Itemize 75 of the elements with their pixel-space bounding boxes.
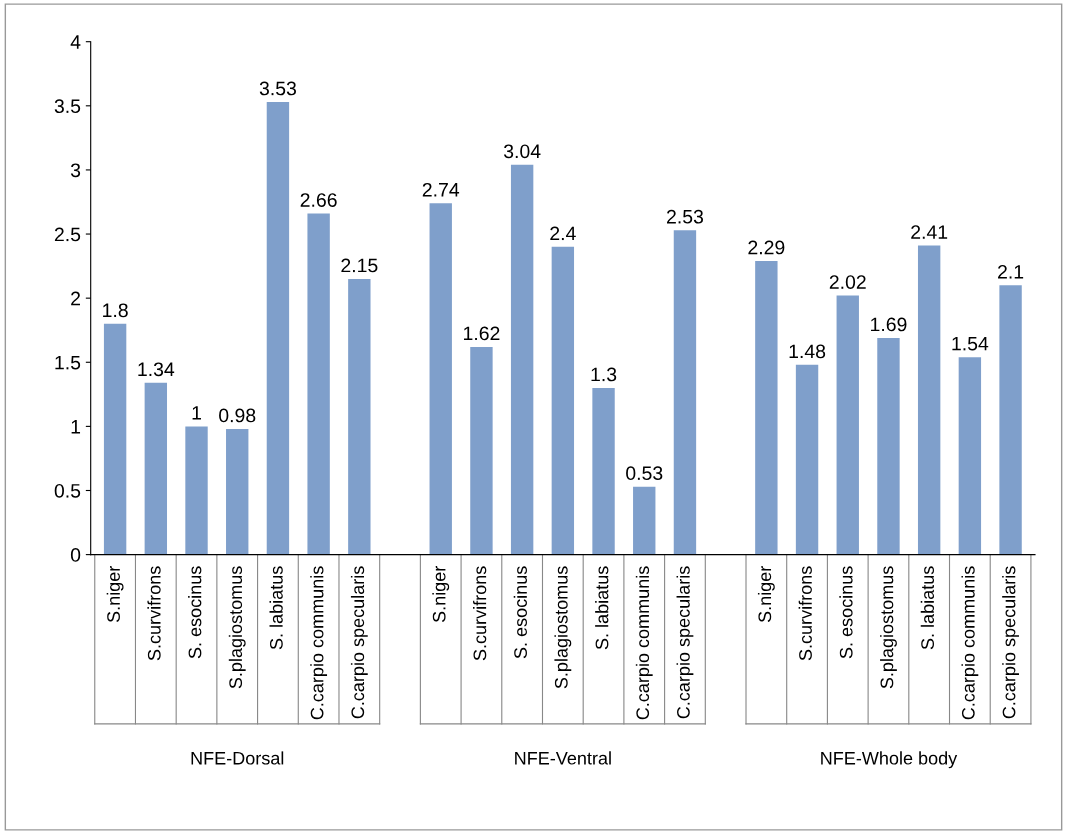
x-tick-label: S.plagiostomus (554, 566, 572, 689)
bar (958, 357, 982, 555)
y-tick-label: 1.5 (55, 355, 81, 370)
x-tick-label: S. esocinus (188, 566, 202, 659)
y-tick-label: 1 (71, 420, 81, 434)
x-tick-label: C.carpio specularis (1002, 566, 1019, 719)
text: NFE-Ventral (515, 751, 611, 765)
x-tick-label: S. esocinus (513, 566, 527, 659)
x-tick-label: S. labiatus (595, 566, 609, 650)
y-tick-label: 3 (70, 163, 81, 178)
data-label: 0.98 (219, 408, 256, 423)
y-tick-label: 0 (70, 548, 81, 562)
data-label: 2.02 (829, 275, 866, 289)
x-tick-label: S. labiatus (920, 566, 935, 650)
data-label: 2.29 (748, 240, 785, 255)
bar (917, 245, 941, 555)
data-label: 2.41 (911, 225, 948, 239)
text: NFE-Dorsal (191, 751, 284, 765)
data-label: 2.15 (341, 258, 378, 273)
bar (592, 387, 615, 555)
x-tick-label: S.niger (106, 566, 124, 623)
y-tick-label: 2.5 (54, 227, 81, 242)
x-tick-label: S.curvifrons (147, 566, 161, 661)
bar (103, 323, 127, 555)
x-tick-label: S.plagiostomus (880, 566, 897, 689)
x-tick-label: C.carpio communis (310, 566, 328, 720)
y-tick-label: 0.5 (54, 483, 81, 498)
bar (307, 213, 330, 555)
x-tick-label: S. esocinus (839, 566, 853, 659)
bar (348, 278, 371, 555)
bar (551, 246, 575, 555)
bar (673, 230, 697, 555)
bar (266, 101, 290, 555)
data-label: 1.48 (789, 344, 826, 359)
data-label: 0.53 (626, 466, 663, 481)
y-tick-label: 4 (70, 35, 81, 49)
bar (185, 426, 208, 555)
x-tick-label: S. labiatus (269, 566, 283, 650)
data-label: 2.53 (667, 209, 704, 224)
data-label: 1.8 (103, 303, 128, 318)
text: NFE-Whole body (821, 751, 958, 769)
y-tick-label: 2 (71, 291, 80, 306)
bar (429, 203, 452, 555)
x-tick-label: S.niger (432, 566, 450, 623)
bar (226, 428, 249, 555)
data-label: 1.62 (464, 326, 500, 341)
x-tick-label: S.niger (757, 566, 775, 623)
bar (470, 346, 493, 555)
x-tick-label: C.carpio specularis (676, 566, 694, 719)
x-tick-label: C.carpio specularis (350, 566, 368, 719)
bar (877, 337, 900, 555)
data-label: 2.74 (422, 182, 460, 197)
bar (795, 364, 819, 555)
data-label: 3.53 (259, 81, 296, 96)
bar (633, 486, 656, 555)
data-label: 1.3 (591, 367, 617, 382)
data-label: 1.34 (138, 362, 175, 377)
y-tick-label: 3.5 (54, 99, 81, 114)
x-tick-label: S.curvifrons (798, 566, 812, 661)
data-label: 3.04 (503, 144, 541, 159)
data-label: 2.4 (550, 226, 576, 241)
bar (999, 285, 1022, 555)
data-label: 2.1 (998, 264, 1024, 279)
bar (755, 260, 778, 555)
bar (510, 164, 534, 555)
data-label: 1 (192, 406, 201, 420)
bar (144, 382, 168, 555)
x-tick-label: S.curvifrons (473, 566, 487, 661)
data-label: 1.54 (952, 336, 989, 351)
x-tick-label: S.plagiostomus (228, 566, 246, 689)
data-label: 1.69 (871, 317, 907, 332)
data-label: 2.66 (300, 193, 337, 207)
x-tick-label: C.carpio communis (635, 566, 653, 720)
bar (836, 295, 859, 555)
x-tick-label: C.carpio communis (961, 566, 979, 720)
